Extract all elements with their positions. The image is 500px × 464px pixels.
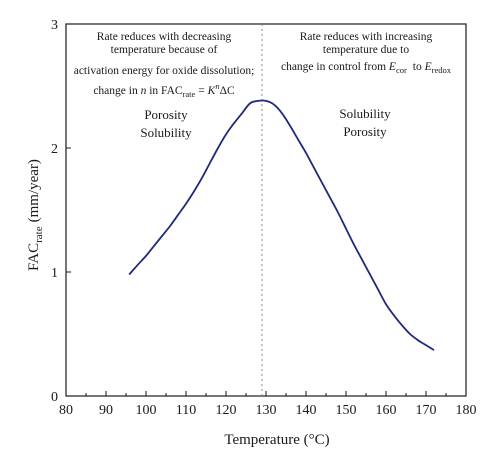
x-tick-label: 90: [99, 403, 113, 418]
y-axis-title-unit: (mm/year): [26, 159, 42, 222]
right-region-label-2: Porosity: [343, 124, 387, 139]
x-tick-label: 100: [136, 403, 157, 418]
x-axis-title: Temperature (°C): [224, 432, 329, 448]
ann-right-E1: E: [388, 61, 396, 73]
x-tick-label: 160: [376, 403, 397, 418]
y-tick-label: 2: [51, 142, 58, 157]
ann-left-sub: rate: [183, 89, 196, 99]
ann-left-in: in FAC: [149, 85, 183, 97]
x-tick-label: 110: [176, 403, 196, 418]
y-axis-title-main: FAC: [26, 243, 42, 271]
x-tick-label: 130: [256, 403, 277, 418]
x-tick-label: 80: [59, 403, 73, 418]
ann-left-K: K: [207, 85, 217, 97]
x-tick-label: 170: [416, 403, 437, 418]
ann-left-eq: =: [198, 85, 205, 97]
ann-right-sub2: redox: [432, 65, 452, 75]
right-annotation-line1: Rate reduces with increasing: [300, 31, 433, 43]
axis-ticks: 80 90 100 110 120 130 140 150 160 170 180 0 1 2 3: [51, 18, 477, 418]
ann-left-sup: n: [215, 81, 219, 91]
ann-left-pre: change in: [93, 85, 138, 97]
right-region-label-1: Solubility: [339, 106, 391, 121]
y-tick-label: 1: [51, 266, 58, 281]
ann-left-end: ΔC: [220, 85, 235, 97]
ann-left-n: n: [141, 85, 147, 97]
left-region-label-1: Porosity: [144, 107, 188, 122]
y-tick-label: 3: [51, 18, 58, 33]
ann-right-to: to: [413, 61, 422, 73]
ann-right-sub1: cor: [396, 65, 407, 75]
ann-right-E2: E: [424, 61, 432, 73]
x-tick-label: 120: [216, 403, 237, 418]
x-tick-label: 180: [456, 403, 477, 418]
left-annotation-line3: activation energy for oxide dissolution;: [74, 65, 255, 77]
plot-frame: [65, 23, 467, 397]
left-annotation-line4: change in n in FACrate = KnΔC: [93, 81, 235, 99]
x-tick-label: 140: [296, 403, 317, 418]
series-line: [128, 99, 435, 351]
y-tick-label: 0: [51, 390, 58, 405]
y-axis-title: FACrate (mm/year): [26, 159, 45, 271]
left-region-label-2: Solubility: [140, 125, 192, 140]
left-annotation-line2: temperature because of: [111, 44, 218, 56]
ann-right-pre: change in control from: [281, 61, 386, 73]
x-tick-label: 150: [336, 403, 357, 418]
y-axis-title-sub: rate: [33, 226, 45, 243]
right-annotation-line2: temperature due to: [323, 44, 409, 56]
right-annotation-line3: change in control from Ecor to Eredox: [281, 61, 452, 75]
left-annotation-line1: Rate reduces with decreasing: [97, 31, 232, 43]
